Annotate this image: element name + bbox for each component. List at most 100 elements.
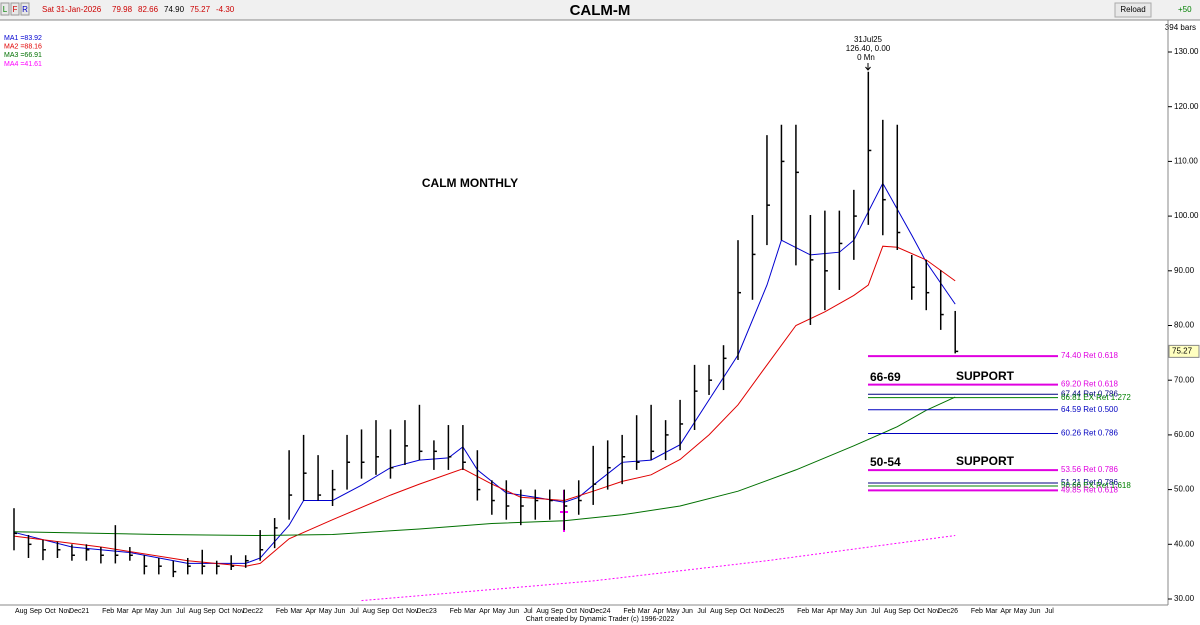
ma-line — [13, 245, 956, 567]
peak-arrow — [865, 63, 871, 71]
annotation: CALM MONTHLY — [422, 176, 518, 190]
y-tick-label: 90.00 — [1174, 266, 1195, 275]
button[interactable] — [0, 2, 10, 16]
x-tick-label: Dec24 — [590, 608, 610, 615]
legend-entry: MA2 =88.16 — [4, 44, 42, 51]
x-tick-label: Sep — [898, 608, 911, 615]
x-tick-label: Apr — [653, 608, 665, 615]
quote-open: 79.98 — [112, 5, 133, 14]
x-tick-label: Jun — [682, 608, 693, 615]
x-tick-label: Dec22 — [243, 608, 263, 615]
level-label: 74.40 Ret 0.618 — [1061, 351, 1118, 360]
reload-label[interactable]: Reload — [1120, 5, 1145, 14]
x-tick-label: May — [319, 608, 333, 615]
button[interactable] — [20, 2, 30, 16]
reload-button[interactable] — [1114, 2, 1152, 18]
y-tick-label: 30.00 — [1174, 594, 1195, 603]
x-tick-label: Jul — [1045, 608, 1054, 615]
x-tick-label: Apr — [132, 608, 144, 615]
y-tick-label: 130.00 — [1174, 47, 1199, 56]
y-tick-label: 50.00 — [1174, 485, 1195, 494]
ma-line — [361, 535, 956, 602]
annotation: 50-54 — [870, 455, 901, 469]
x-tick-label: Sep — [203, 608, 216, 615]
level-label: 53.56 Ret 0.786 — [1061, 465, 1118, 474]
price-box-label: 75.27 — [1172, 346, 1193, 355]
level-label: 50.66 EX Ret 1.618 — [1061, 481, 1131, 490]
x-tick-label: Aug — [363, 608, 376, 615]
peak-note: 0 Mn — [857, 53, 875, 62]
x-tick-label: Sep — [551, 608, 564, 615]
level-label: 49.85 Ret 0.618 — [1061, 486, 1118, 495]
x-tick-label: Jul — [176, 608, 185, 615]
x-tick-label: Feb — [971, 608, 983, 615]
annotation: SUPPORT — [956, 369, 1015, 383]
price-box — [1168, 344, 1200, 358]
y-tick-label: 100.00 — [1174, 211, 1199, 220]
x-tick-label: Jul — [524, 608, 533, 615]
x-tick-label: Apr — [1000, 608, 1012, 615]
button-label[interactable]: R — [22, 5, 28, 14]
annotation: SUPPORT — [956, 454, 1015, 468]
quote-close: 75.27 — [190, 5, 211, 14]
y-tick-label: 80.00 — [1174, 321, 1195, 330]
y-tick-label: 110.00 — [1174, 157, 1198, 166]
x-tick-label: Nov — [232, 608, 245, 615]
header-bar — [0, 0, 1200, 20]
x-tick-label: Jun — [160, 608, 171, 615]
x-tick-label: Jun — [508, 608, 519, 615]
x-tick-label: Feb — [102, 608, 114, 615]
x-tick-label: Aug — [189, 608, 202, 615]
x-tick-label: May — [666, 608, 680, 615]
x-tick-label: Apr — [827, 608, 839, 615]
x-tick-label: Jul — [350, 608, 359, 615]
x-tick-label: Aug — [884, 608, 897, 615]
x-tick-label: Oct — [219, 608, 230, 615]
x-tick-label: Dec21 — [69, 608, 89, 615]
x-tick-label: Apr — [305, 608, 317, 615]
level-label: 64.59 Ret 0.500 — [1061, 405, 1118, 414]
y-tick-label: 120.00 — [1174, 102, 1199, 111]
x-tick-label: Jun — [1029, 608, 1040, 615]
x-tick-label: Nov — [58, 608, 71, 615]
x-tick-label: Sep — [725, 608, 738, 615]
x-tick-label: Mar — [117, 608, 130, 615]
peak-note: 126.40, 0.00 — [846, 44, 891, 53]
x-tick-label: Nov — [580, 608, 593, 615]
peak-note: 31Jul25 — [854, 35, 883, 44]
x-tick-label: Feb — [797, 608, 809, 615]
x-tick-label: Nov — [406, 608, 419, 615]
x-tick-label: Nov — [927, 608, 940, 615]
x-tick-label: May — [840, 608, 854, 615]
quote-high: 82.66 — [138, 5, 159, 14]
button[interactable] — [10, 2, 20, 16]
x-tick-label: Dec26 — [938, 608, 958, 615]
footer: Chart created by Dynamic Trader (c) 1996… — [526, 616, 675, 623]
legend-entry: MA1 =83.92 — [4, 35, 42, 42]
x-tick-label: Jun — [855, 608, 866, 615]
level-label: 67.44 Ret 0.786 — [1061, 389, 1118, 398]
x-tick-label: Sep — [29, 608, 42, 615]
legend-entry: MA4 =41.61 — [4, 61, 42, 68]
x-tick-label: Apr — [479, 608, 491, 615]
level-label: 66.81 EX Ret 1.272 — [1061, 393, 1131, 402]
x-tick-label: Nov — [753, 608, 766, 615]
bar-count: 394 bars — [1165, 23, 1196, 32]
quote-change: -4.30 — [216, 5, 235, 14]
x-tick-label: Oct — [45, 608, 56, 615]
x-tick-label: Mar — [290, 608, 303, 615]
level-label: 69.20 Ret 0.618 — [1061, 380, 1118, 389]
x-tick-label: Mar — [985, 608, 998, 615]
ma-line — [13, 182, 956, 564]
ma-line — [13, 396, 956, 537]
x-tick-label: Feb — [450, 608, 462, 615]
x-tick-label: Oct — [740, 608, 751, 615]
step[interactable]: +50 — [1178, 5, 1192, 14]
y-tick-label: 40.00 — [1174, 539, 1195, 548]
y-tick-label: 60.00 — [1174, 430, 1195, 439]
button-label[interactable]: F — [13, 5, 18, 14]
button-label[interactable]: L — [3, 5, 8, 14]
x-tick-label: Oct — [914, 608, 925, 615]
x-tick-label: May — [492, 608, 506, 615]
